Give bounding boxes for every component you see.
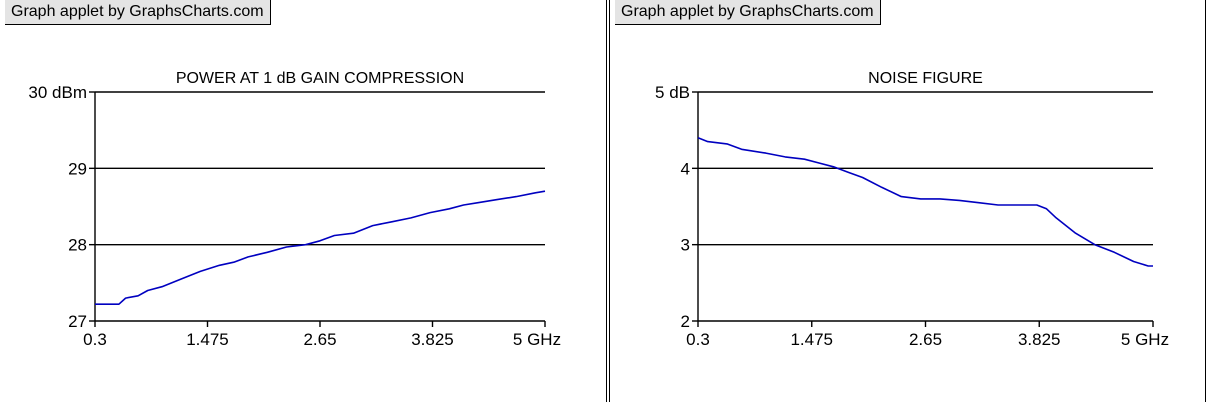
noise-chart: NOISE FIGURE 2 3 4 5 dB 0.3 1.475 2.65 3.825 5 GH… <box>655 70 1169 349</box>
y-tick-label: 5 dB <box>655 83 690 102</box>
x-tick-label: 3.825 <box>411 330 454 349</box>
chart-panel-noise: Graph applet by GraphsCharts.com NOISE F… <box>609 0 1206 402</box>
x-tick-label: 1.475 <box>790 330 833 349</box>
series-line <box>697 137 1153 267</box>
x-tick-label: 2.65 <box>303 330 336 349</box>
x-tick-label: 5 GHz <box>1121 330 1169 349</box>
chart-title: NOISE FIGURE <box>868 70 983 87</box>
x-tick-label: 0.3 <box>686 330 710 349</box>
chart-title: POWER AT 1 dB GAIN COMPRESSION <box>176 70 464 87</box>
y-tick-label: 4 <box>681 159 690 178</box>
power-chart: POWER AT 1 dB GAIN COMPRESSION 27 28 29 30 d… <box>28 70 561 349</box>
chart-panel-power: Graph applet by GraphsCharts.com POWER A… <box>5 0 607 402</box>
x-tick-label: 5 GHz <box>513 330 561 349</box>
y-tick-label: 30 dBm <box>28 83 87 102</box>
y-tick-label: 27 <box>68 312 87 331</box>
y-tick-label: 29 <box>68 159 87 178</box>
x-tick-label: 2.65 <box>909 330 942 349</box>
series-line <box>95 190 546 306</box>
credit-link[interactable]: Graph applet by GraphsCharts.com <box>615 0 881 25</box>
x-tick-label: 3.825 <box>1018 330 1061 349</box>
y-tick-label: 2 <box>681 312 690 331</box>
x-tick-label: 0.3 <box>83 330 107 349</box>
x-tick-label: 1.475 <box>186 330 229 349</box>
y-tick-label: 3 <box>681 236 690 255</box>
y-tick-label: 28 <box>68 236 87 255</box>
credit-link[interactable]: Graph applet by GraphsCharts.com <box>5 0 271 25</box>
